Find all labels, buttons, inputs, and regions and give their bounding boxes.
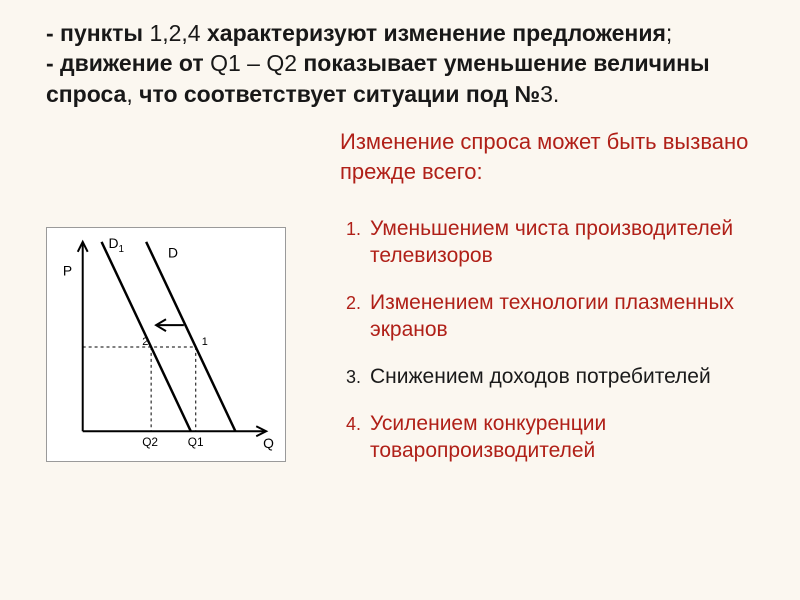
header-line2-tail: что соответствует ситуации под №: [139, 81, 540, 107]
header-line1-rest: характеризуют изменение предложения: [207, 20, 666, 46]
chart-column: P Q D1 D: [46, 127, 336, 485]
curve-d1-label: D1: [108, 235, 124, 255]
demand-chart-svg: P Q D1 D: [47, 228, 285, 461]
header-line2-num: 3.: [540, 81, 559, 107]
prompt-text: Изменение спроса может быть вызвано преж…: [340, 127, 770, 186]
point-1-label: 1: [202, 336, 208, 348]
curve-d: [146, 242, 235, 431]
point-2-label: 2: [142, 336, 148, 348]
header-line1-semicolon: ;: [666, 20, 672, 46]
header-block: - пункты 1,2,4 характеризуют изменение п…: [46, 18, 770, 109]
option-4-text: Усилением конкуренции товаропроизводител…: [370, 412, 606, 462]
option-2-text: Изменением технологии плазменных экранов: [370, 291, 734, 341]
header-line1-nums: 1,2,4: [149, 20, 207, 46]
option-3-text: Снижением доходов потребителей: [370, 365, 711, 388]
options-list: Уменьшением чиcта производителей телевиз…: [340, 216, 770, 464]
text-column: Изменение спроса может быть вызвано преж…: [336, 127, 770, 485]
header-line2-prefix: - движение от: [46, 50, 210, 76]
y-axis-label: P: [63, 263, 72, 279]
header-line1-prefix: - пункты: [46, 20, 149, 46]
curve-d-label: D: [168, 245, 178, 261]
option-1-text: Уменьшением чиcта производителей телевиз…: [370, 217, 733, 267]
q1-label: Q1: [188, 435, 204, 449]
slide: - пункты 1,2,4 характеризуют изменение п…: [0, 0, 800, 600]
q2-label: Q2: [142, 435, 158, 449]
body-row: P Q D1 D: [46, 127, 770, 485]
option-1: Уменьшением чиcта производителей телевиз…: [366, 216, 770, 270]
demand-chart: P Q D1 D: [46, 227, 286, 462]
header-line2-q: Q1 – Q2: [210, 50, 303, 76]
option-2: Изменением технологии плазменных экранов: [366, 290, 770, 344]
header-line2-comma: ,: [126, 81, 139, 107]
x-axis-label: Q: [263, 435, 274, 451]
option-4: Усилением конкуренции товаропроизводител…: [366, 411, 770, 465]
option-3: Снижением доходов потребителей: [366, 364, 770, 391]
